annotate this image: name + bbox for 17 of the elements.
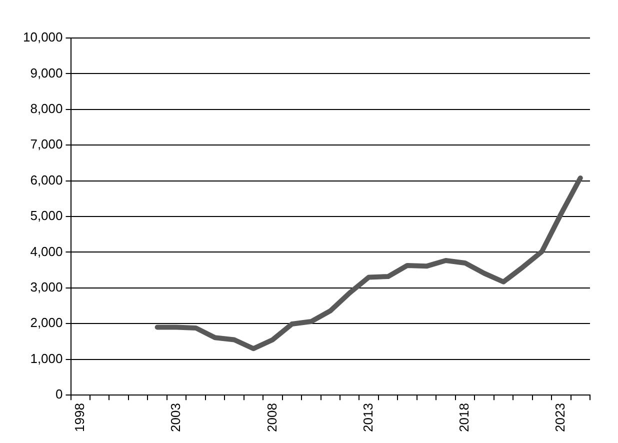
y-tick-label: 8,000 (30, 100, 63, 116)
y-tick-label: 5,000 (30, 208, 63, 224)
y-tick-label: 9,000 (30, 65, 63, 80)
x-tick-label: 2018 (456, 403, 472, 432)
x-tick-label: 1998 (72, 403, 87, 432)
y-tick-label: 6,000 (30, 172, 63, 188)
y-tick-label: 7,000 (30, 136, 63, 152)
x-tick-label: 2008 (264, 403, 280, 432)
y-tick-label: 3,000 (30, 280, 63, 295)
x-tick-label: 2013 (360, 403, 376, 432)
y-tick-label: 1,000 (30, 350, 63, 366)
x-tick-label: 2023 (552, 403, 568, 432)
y-tick-label: 10,000 (22, 30, 63, 45)
y-tick-label: 4,000 (30, 244, 63, 259)
y-tick-label: 2,000 (30, 315, 63, 330)
x-tick-label: 2003 (168, 403, 184, 432)
y-tick-label: 0 (56, 386, 63, 402)
